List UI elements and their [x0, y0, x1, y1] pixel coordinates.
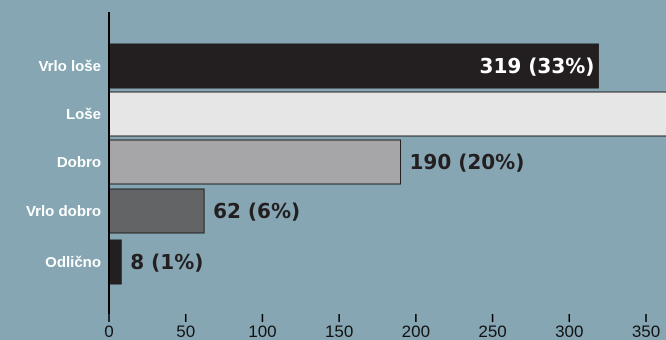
- x-tick-label-0: 0: [104, 322, 113, 340]
- data-labels-group: 319 (33%)375 (39%)190 (20%)62 (6%)8 (1%): [130, 54, 595, 274]
- category-label-lose: Loše: [66, 106, 101, 123]
- data-label-odlicno: 8 (1%): [130, 250, 203, 274]
- bar-vrlo-dobro: [108, 188, 205, 234]
- x-axis-ticks-group: 0 50 100 150 200 250 300 350: [104, 314, 660, 340]
- x-tick-label-50: 50: [176, 322, 195, 340]
- x-tick-label-250: 250: [478, 322, 506, 340]
- x-tick-label-200: 200: [402, 322, 430, 340]
- bars-group: [108, 43, 666, 285]
- bar-dobro: [108, 139, 402, 185]
- x-tick-label-300: 300: [555, 322, 583, 340]
- category-label-vrlo-lose: Vrlo loše: [38, 58, 101, 75]
- data-label-vrlo-dobro: 62 (6%): [213, 199, 300, 223]
- category-label-vrlo-dobro: Vrlo dobro: [26, 203, 101, 220]
- category-label-dobro: Dobro: [57, 154, 101, 171]
- x-tick-label-100: 100: [248, 322, 276, 340]
- x-tick-label-350: 350: [632, 322, 660, 340]
- bar-odlicno: [108, 239, 122, 285]
- bar-lose: [108, 91, 666, 137]
- bar-vrlo-lose: [108, 43, 599, 89]
- data-label-vrlo-lose: 319 (33%): [480, 54, 595, 78]
- x-tick-label-150: 150: [325, 322, 353, 340]
- category-label-odlicno: Odlično: [45, 254, 101, 271]
- data-label-dobro: 190 (20%): [410, 150, 525, 174]
- category-labels-group: Vrlo loše Loše Dobro Vrlo dobro Odlično: [26, 58, 101, 271]
